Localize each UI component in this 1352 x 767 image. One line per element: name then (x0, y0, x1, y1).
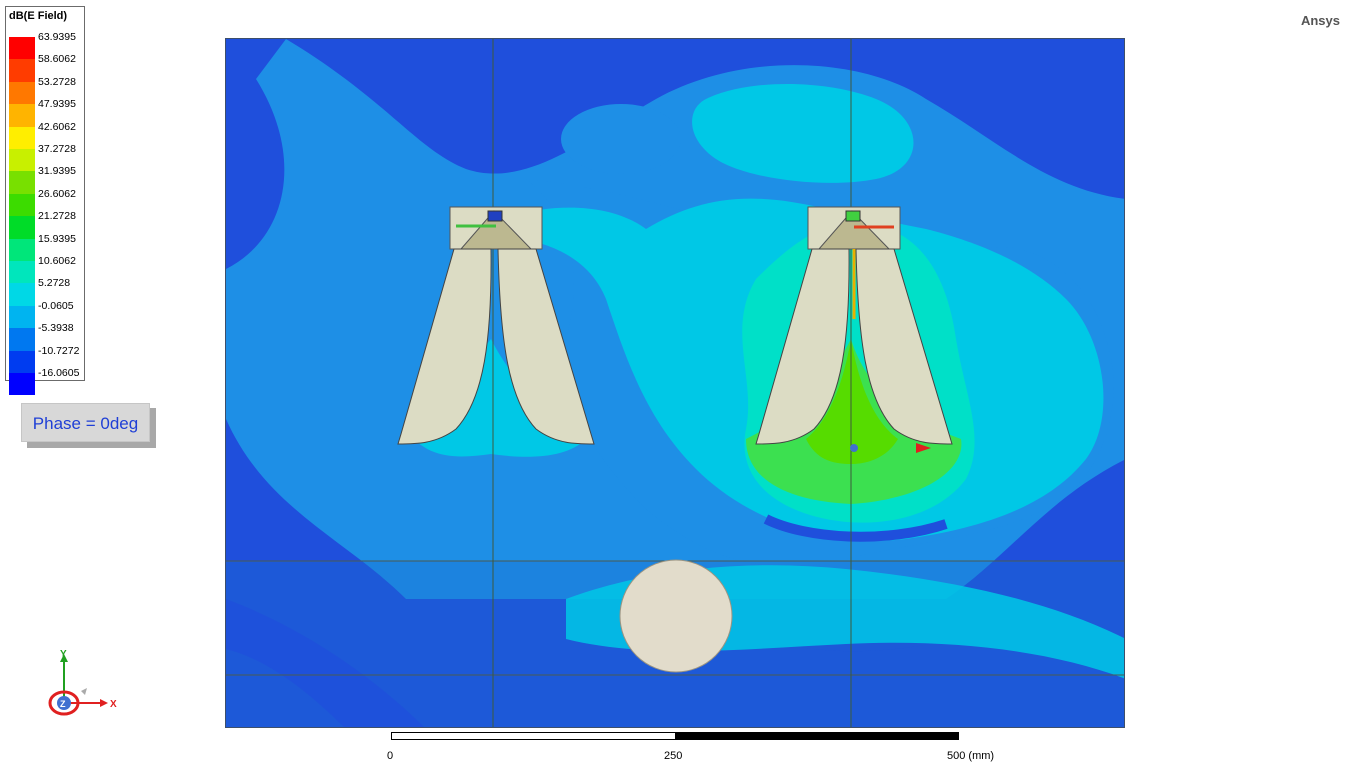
field-plot-svg (226, 39, 1124, 727)
scale-label-end: 500 (mm) (947, 750, 995, 762)
field-region-cyan-top (692, 84, 914, 183)
left-horn-flare-right (497, 248, 595, 445)
scale-label-mid: 250 (664, 750, 683, 762)
triad-corner-marker (81, 688, 87, 695)
legend-label: 42.6062 (38, 120, 76, 133)
legend-swatch (9, 193, 35, 217)
left-antenna-connector (487, 210, 503, 222)
legend-label: -5.3938 (38, 322, 74, 335)
left-horn-flare-left (397, 248, 492, 445)
left-horn-antenna (397, 206, 595, 445)
right-antenna-connector (845, 210, 861, 222)
z-axis-label: Z (60, 699, 66, 709)
legend-swatch (9, 149, 35, 172)
field-plot-canvas[interactable] (225, 38, 1125, 728)
legend-label: 37.2728 (38, 143, 76, 155)
phase-label: Phase = 0deg (21, 403, 150, 442)
legend-label: -10.7272 (38, 344, 80, 357)
legend-label: 31.9395 (38, 165, 76, 178)
field-legend: dB(E Field) 63.9395 58.6062 53.2728 47.9395… (5, 6, 85, 396)
slab-band-dark (226, 599, 424, 727)
right-horn-flare-right (855, 248, 953, 445)
left-antenna-feed-cone (459, 210, 533, 250)
legend-label: 10.6062 (38, 255, 76, 267)
field-band-dark-1 (763, 514, 948, 542)
legend-swatch (9, 104, 35, 127)
legend-swatch (9, 238, 35, 261)
legend-swatch (9, 81, 35, 105)
legend-swatch (9, 373, 35, 396)
legend-title: dB(E Field) (9, 10, 68, 22)
axis-triad: Y X Z (40, 648, 130, 723)
legend-swatch (9, 305, 35, 329)
field-region-green-core (806, 339, 898, 464)
legend-label: 5.2728 (38, 277, 71, 290)
right-horn-antenna (755, 206, 953, 453)
legend-label: 26.6062 (38, 187, 76, 200)
legend-label: 47.9395 (38, 98, 76, 111)
legend-swatch (9, 261, 35, 284)
scale-bar-white-half (392, 733, 675, 739)
field-region-mid-blue-top (561, 104, 681, 174)
legend-swatch (9, 328, 35, 351)
legend-label: 15.9395 (38, 232, 76, 245)
legend-swatch (9, 283, 35, 306)
brand-label: Ansys (1300, 13, 1340, 28)
x-axis-arrow (100, 699, 108, 707)
axis-triad-svg: Y X Z (48, 649, 117, 716)
y-axis-label: Y (60, 649, 67, 660)
legend-label: 21.2728 (38, 210, 76, 223)
scale-bar (391, 732, 959, 740)
right-antenna-origin-marker (850, 444, 858, 452)
triad-ring (48, 690, 80, 716)
legend-label: 58.6062 (38, 53, 76, 66)
legend-swatch (9, 171, 35, 194)
sphere-target (619, 559, 733, 673)
x-axis-label: X (110, 699, 117, 710)
legend-swatch (9, 126, 35, 149)
y-axis-arrow (60, 654, 68, 662)
right-horn-flare-left (755, 248, 850, 445)
legend-label: 63.9395 (38, 31, 76, 43)
z-axis-dot (57, 696, 71, 710)
right-antenna-red-marker (916, 443, 931, 453)
legend-swatch (9, 350, 35, 373)
scale-bar-black-half (675, 733, 958, 739)
legend-swatch (9, 59, 35, 82)
legend-label: 53.2728 (38, 75, 76, 88)
legend-swatch (9, 216, 35, 239)
legend-label: -0.0605 (38, 299, 74, 312)
legend-swatch (9, 37, 35, 60)
legend-label: -16.0605 (38, 367, 80, 379)
scale-label-start: 0 (387, 750, 394, 762)
